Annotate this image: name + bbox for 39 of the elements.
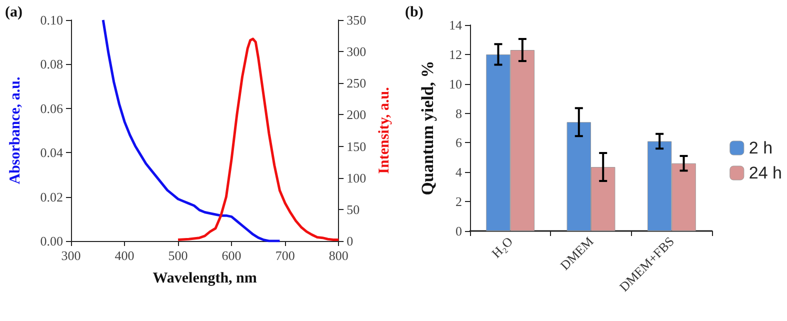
y2-axis-title: Intensity, a.u. [376, 86, 392, 174]
line-series [102, 18, 281, 242]
y2-tick-label: 150 [346, 138, 366, 154]
x-tick-label: 500 [168, 248, 188, 263]
y-tick-label: 0.04 [40, 145, 64, 160]
y-tick-label: 0.06 [40, 100, 64, 116]
y-axis-title: Quantum yield, % [418, 60, 437, 196]
line-series [176, 38, 340, 241]
y-tick-label: 6 [456, 135, 462, 150]
y-tick-label: 0.08 [40, 56, 63, 72]
y2-tick-label: 350 [346, 12, 366, 28]
legend-label: 2 h [748, 138, 773, 158]
y2-tick-label: 50 [346, 202, 360, 217]
y-tick-label: 0.02 [40, 189, 63, 204]
x-tick-label: 600 [222, 248, 242, 263]
y2-tick-label: 300 [346, 44, 366, 60]
y-tick-label: 0.10 [40, 12, 63, 28]
y2-tick-label: 100 [346, 170, 366, 186]
y2-tick-label: 0 [346, 234, 354, 248]
x-tick-label: 400 [114, 248, 134, 263]
chart-title: (b) [405, 4, 424, 20]
y-tick-label: 0 [456, 224, 462, 238]
y-tick-label: 10 [449, 76, 462, 92]
x-tick-label: H₂O [488, 234, 516, 261]
y-axis-title: Absorbance, a.u. [8, 76, 24, 184]
y-tick-label: 8 [456, 106, 462, 121]
legend-label: 24 h [748, 164, 782, 182]
y2-tick-label: 200 [346, 107, 366, 122]
x-axis-title: Wavelength, nm [152, 270, 258, 286]
x-tick-label: 800 [328, 248, 348, 263]
y-tick-label: 12 [449, 46, 462, 62]
y-tick-label: 0.00 [40, 234, 63, 248]
y-tick-label: 2 [456, 194, 462, 210]
y-tick-label: 14 [449, 18, 462, 32]
y-tick-label: 4 [456, 164, 462, 180]
x-tick-label: 700 [275, 248, 295, 263]
x-tick-label: 300 [61, 248, 81, 263]
y2-tick-label: 250 [346, 76, 366, 91]
chart-title: (a) [5, 4, 22, 20]
